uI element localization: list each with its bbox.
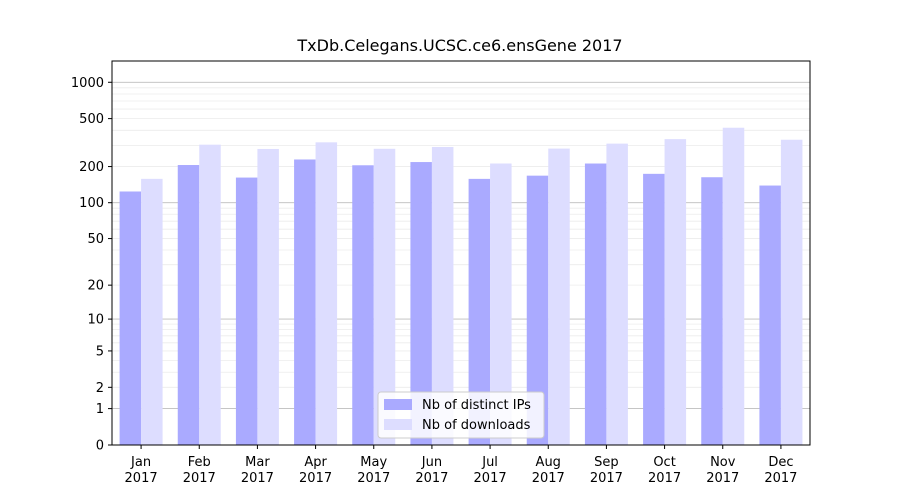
x-tick-label: Apr 2017 [299,455,332,486]
y-tick-label: 10 [87,313,104,328]
x-tick-label: Feb 2017 [183,455,216,486]
y-tick-label: 200 [79,160,104,175]
bar-ips-5 [410,162,432,446]
x-tick-label: Jan 2017 [125,455,158,486]
legend-swatch-0 [384,399,412,410]
y-tick-label: 500 [79,112,104,127]
bar-downloads-11 [780,139,803,445]
y-tick-label: 2 [96,381,104,396]
x-tick-label: Jun 2017 [415,455,448,486]
legend-label-1: Nb of downloads [422,418,531,433]
bar-ips-8 [584,163,607,445]
chart-title: TxDb.Celegans.UCSC.ce6.ensGene 2017 [296,36,622,55]
bar-downloads-7 [548,148,570,445]
y-tick-label: 20 [87,279,104,294]
bar-ips-4 [352,165,374,445]
bar-ips-11 [759,185,781,445]
y-tick-label: 100 [79,196,104,211]
legend-label-0: Nb of distinct IPs [422,398,531,413]
x-tick-label: Sep 2017 [590,455,623,486]
bar-ips-10 [701,177,723,445]
bar-downloads-8 [606,143,628,445]
legend-swatch-1 [384,419,412,430]
x-tick-label: Mar 2017 [241,455,274,486]
bar-ips-9 [643,173,665,445]
bar-downloads-5 [431,146,454,446]
bars-layer [119,127,803,446]
bar-ips-6 [468,178,491,445]
x-tick-label: Oct 2017 [648,455,681,486]
bar-downloads-3 [315,142,338,445]
plot-frame [111,60,811,446]
bar-downloads-1 [199,144,221,446]
bar-ips-3 [294,159,316,445]
legend: Nb of distinct IPs Nb of downloads [377,391,545,439]
y-tick-label: 5 [96,344,104,359]
x-tick-label: Nov 2017 [706,455,739,486]
bar-downloads-9 [664,139,687,445]
x-tick-label: Dec 2017 [764,455,797,486]
bar-downloads-0 [141,178,163,445]
bar-ips-1 [177,165,200,445]
x-tick-label: Jul 2017 [474,455,507,486]
y-tick-label: 0 [96,439,104,454]
y-tick-label: 1000 [71,76,104,91]
legend-box [377,391,545,439]
bar-downloads-10 [722,127,745,445]
x-tick-label: May 2017 [357,455,390,486]
bar-ips-7 [526,175,549,445]
y-tick-label: 50 [87,232,104,247]
bar-ips-0 [119,191,142,445]
x-tick-label: Aug 2017 [532,455,565,486]
bar-downloads-2 [257,148,279,446]
bar-downloads-4 [373,148,396,445]
bar-ips-2 [235,177,258,445]
y-tick-label: 1 [96,402,104,417]
axes-layer: Jan 2017 Feb 2017 Mar 2017 Apr 2017 May 2017 Jun 20… [71,60,811,486]
bar-downloads-6 [490,163,512,445]
